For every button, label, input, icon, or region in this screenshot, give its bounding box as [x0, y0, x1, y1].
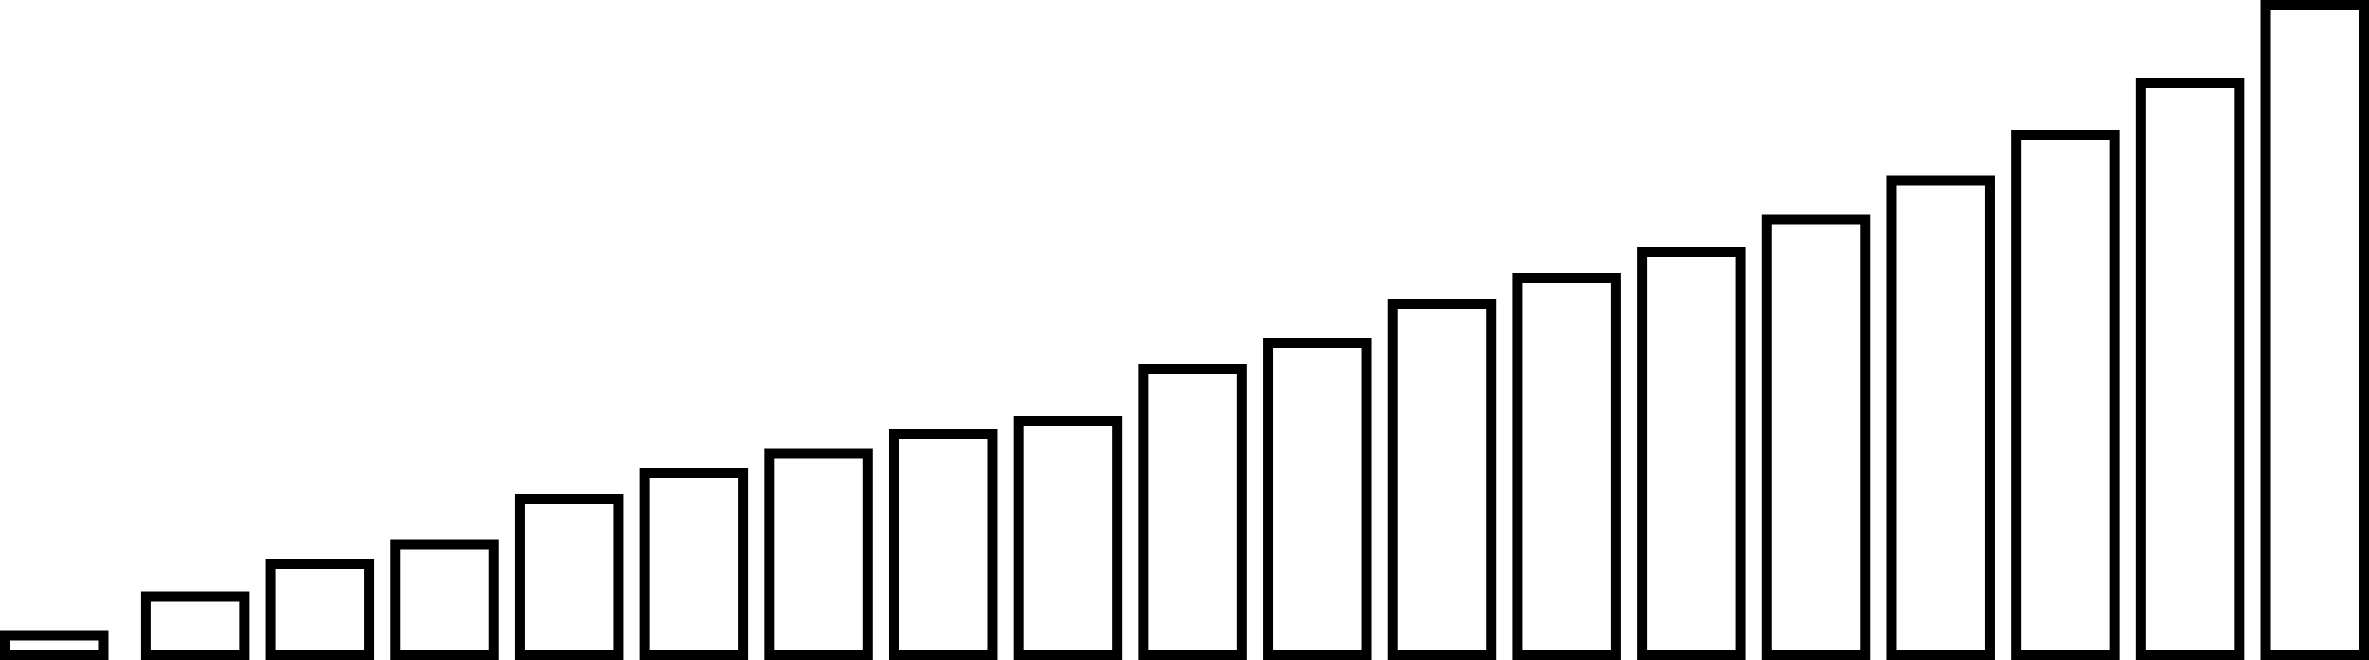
bar: [390, 539, 499, 660]
bar: [764, 448, 873, 660]
bar: [2011, 130, 2120, 660]
bar: [140, 591, 250, 660]
bar: [2135, 78, 2245, 660]
bar: [888, 429, 998, 660]
bar: [639, 468, 749, 660]
bar: [1387, 299, 1497, 660]
bar: [1761, 214, 1871, 660]
bar: [0, 630, 109, 660]
bar: [2260, 0, 2369, 660]
bar: [1013, 416, 1123, 660]
bar: [514, 494, 624, 660]
bar: [1886, 175, 1995, 660]
bar: [1512, 273, 1621, 660]
bar: [1263, 338, 1372, 660]
bar: [265, 559, 375, 660]
bar: [1637, 247, 1746, 660]
bar: [1138, 364, 1247, 660]
